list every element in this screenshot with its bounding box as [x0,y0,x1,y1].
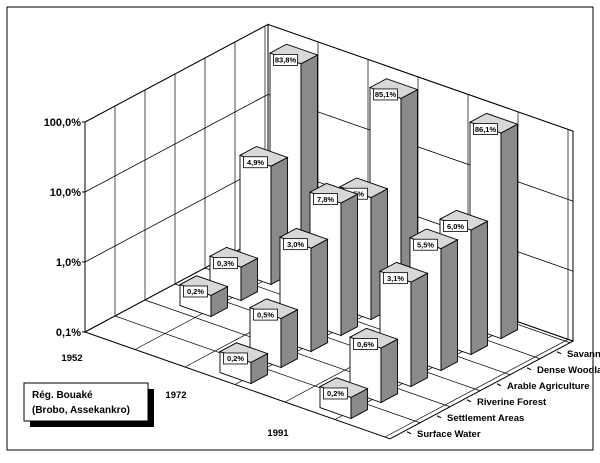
bar-side-face [340,193,358,337]
category-label: Savanna [567,349,600,360]
region-box: Rég. Bouaké (Brobo, Assekankro) [23,382,154,427]
bar-value-box [213,257,238,270]
year-label: 1991 [267,428,289,439]
y-tick-label: 1,0% [56,257,81,269]
category-label: Settlement Areas [447,413,524,424]
category-labels: Surface Water Settlement Areas Riverine Fo… [406,349,600,440]
y-tick-labels: 0,1% 1,0% 10,0% 100,0% [44,117,85,339]
category-label: Dense Woodland [537,365,600,376]
bar-value-label: 0,2% [227,354,244,363]
bar-value-box [353,338,378,350]
year-labels: 1952 1972 1991 [61,353,289,439]
category-label: Riverine Forest [477,397,547,408]
region-box-line2: (Brobo, Assekankro) [32,405,130,416]
bar-value-box [383,272,408,285]
floor-line-year [384,339,569,438]
category-tick [466,399,472,403]
bar-value-label: 5,5% [417,240,434,249]
bar-value-label: 6,0% [447,222,464,231]
bar-value-box [253,308,278,321]
bar-value-label: 0,5% [257,310,274,319]
y-tick-label: 100,0% [44,117,82,129]
bar-side-face [280,308,298,369]
bar-value-box [413,238,438,251]
bar-side-face [440,239,458,372]
outer-border [6,6,594,451]
region-box-line1: Rég. Bouaké [32,390,93,401]
region-box-panel [23,382,149,422]
bar-value-label: 0,2% [327,389,344,398]
y-tick-label: 0,1% [56,327,81,339]
bar-value-box [323,387,348,400]
category-tick [406,431,412,435]
category-label: Surface Water [417,429,481,440]
bars: 83,8%85,1%86,1%4,9%5,5%6,0%0,3%7,8%5,5%0… [178,43,519,420]
category-label: Arable Agriculture [507,381,590,392]
bar-value-box [273,54,298,66]
bar-value-box [473,123,498,135]
bar-value-box [313,193,338,206]
y-tick-label: 10,0% [50,187,81,199]
bar-value-box [283,238,308,251]
year-label: 1952 [61,353,82,364]
bar-value-label: 4,9% [247,158,264,167]
bar-side-face [500,123,518,340]
bar-side-face [470,220,488,356]
bar-value-box [183,285,208,298]
bar-value-label: 86,1% [475,125,497,134]
bar: 0,2% [318,377,369,420]
year-label: 1972 [165,390,186,401]
bar-side-face [410,272,428,388]
bar-side-face [310,238,328,353]
bar-value-box [443,220,468,232]
bar-value-box [373,88,398,101]
bar-value-box [223,352,248,365]
category-tick [496,383,502,387]
bar: 0,2% [178,275,229,318]
bar-value-label: 85,1% [375,90,397,99]
bar-value-label: 0,6% [357,340,374,349]
bar-value-label: 83,8% [275,56,297,65]
bar-value-label: 0,2% [187,287,204,296]
bar-value-label: 3,1% [387,274,404,283]
category-tick [436,415,442,419]
bar-value-label: 0,3% [217,259,234,268]
category-tick [526,367,532,371]
bar-side-face [380,338,398,404]
bar-value-label: 3,0% [287,240,304,249]
bar: 0,2% [218,342,269,385]
bar-value-label: 7,8% [317,195,334,204]
bar: 0,5% [248,298,299,369]
category-tick [556,351,562,355]
bar-value-box [243,156,268,169]
